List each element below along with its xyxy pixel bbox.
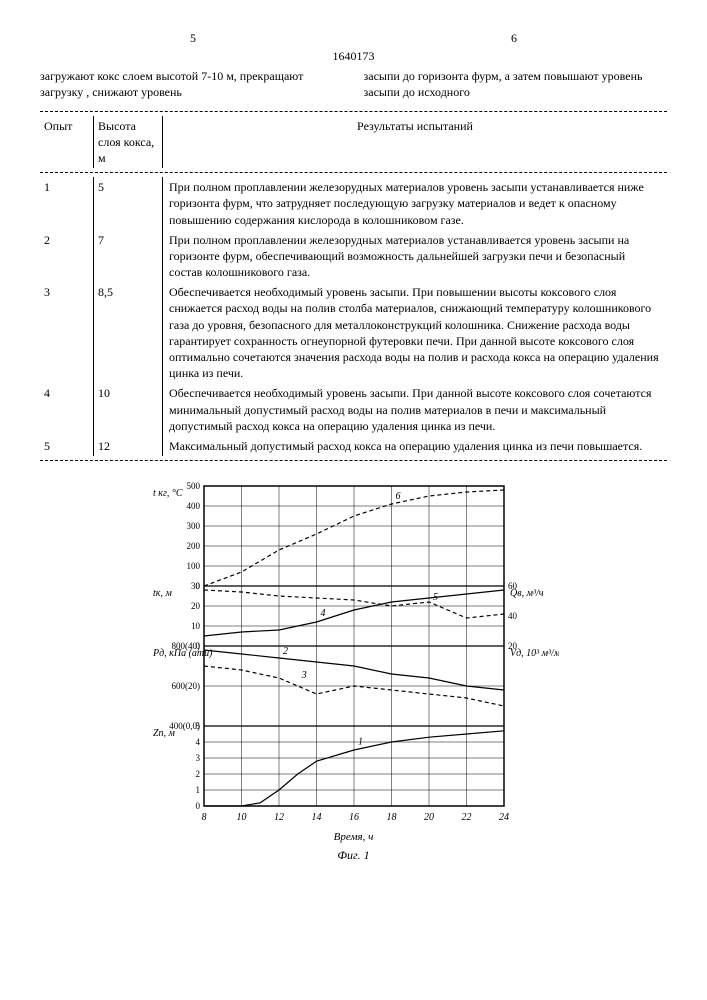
results-table-body: 15При полном проплавлении железорудных м… xyxy=(40,177,667,456)
cell-height: 12 xyxy=(94,436,163,456)
svg-text:1: 1 xyxy=(195,785,200,795)
svg-text:16: 16 xyxy=(349,812,359,823)
cell-experiment: 2 xyxy=(40,230,94,283)
cell-height: 8,5 xyxy=(94,282,163,383)
cell-height: 10 xyxy=(94,383,163,436)
table-header-rule xyxy=(40,172,667,173)
table-row: 410Обеспечивается необходимый уровень за… xyxy=(40,383,667,436)
cell-result: При полном проплавлении железорудных мат… xyxy=(163,177,668,230)
page-num-right: 6 xyxy=(511,30,517,46)
svg-text:100: 100 xyxy=(186,561,200,571)
svg-text:18: 18 xyxy=(386,812,396,823)
svg-text:20: 20 xyxy=(424,812,434,823)
col-header-height: Высота слоя кокса, м xyxy=(94,116,163,169)
cell-experiment: 3 xyxy=(40,282,94,383)
page-num-left: 5 xyxy=(190,30,196,46)
table-row: 15При полном проплавлении железорудных м… xyxy=(40,177,667,230)
intro-right: засыпи до горизонта фурм, а затем повыша… xyxy=(364,68,668,100)
svg-text:10: 10 xyxy=(236,812,246,823)
svg-text:5: 5 xyxy=(195,721,200,731)
intro-columns: загружают кокс слоем высотой 7-10 м, пре… xyxy=(40,68,667,100)
table-row: 38,5Обеспечивается необходимый уровень з… xyxy=(40,282,667,383)
col-header-results: Результаты испытаний xyxy=(163,116,668,169)
svg-text:30: 30 xyxy=(191,581,201,591)
svg-text:Pд, кПа (ати): Pд, кПа (ати) xyxy=(152,648,213,659)
svg-text:3: 3 xyxy=(300,670,306,681)
chart-container: 810121416182022240100200300400500t кг, °… xyxy=(40,481,667,863)
svg-text:Vд, 10³ м³/мин: Vд, 10³ м³/мин xyxy=(510,648,559,659)
x-axis-label: Время, ч xyxy=(40,830,667,845)
svg-text:2: 2 xyxy=(283,646,288,657)
svg-text:22: 22 xyxy=(461,812,471,823)
svg-text:200: 200 xyxy=(186,541,200,551)
cell-result: Обеспечивается необходимый уровень засып… xyxy=(163,383,668,436)
svg-text:300: 300 xyxy=(186,521,200,531)
cell-experiment: 4 xyxy=(40,383,94,436)
page-numbers: 5 6 xyxy=(40,30,667,48)
cell-experiment: 5 xyxy=(40,436,94,456)
intro-left: загружают кокс слоем высотой 7-10 м, пре… xyxy=(40,68,344,100)
col-header-experiment: Опыт xyxy=(40,116,94,169)
document-number: 1640173 xyxy=(40,48,667,64)
svg-text:600(20): 600(20) xyxy=(171,681,200,691)
svg-text:60: 60 xyxy=(508,581,518,591)
svg-text:3: 3 xyxy=(195,753,200,763)
svg-text:400: 400 xyxy=(186,501,200,511)
results-table: Опыт Высота слоя кокса, м Результаты исп… xyxy=(40,116,667,169)
svg-text:20: 20 xyxy=(191,601,201,611)
table-row: 512Максимальный допустимый расход кокса … xyxy=(40,436,667,456)
table-top-rule xyxy=(40,111,667,112)
svg-text:0: 0 xyxy=(195,801,200,811)
figure-label: Фиг. 1 xyxy=(40,847,667,863)
svg-text:24: 24 xyxy=(499,812,509,823)
svg-text:500: 500 xyxy=(186,481,200,491)
svg-text:14: 14 xyxy=(311,812,321,823)
cell-height: 5 xyxy=(94,177,163,230)
cell-result: При полном проплавлении железорудных мат… xyxy=(163,230,668,283)
table-bottom-rule xyxy=(40,460,667,461)
cell-result: Обеспечивается необходимый уровень засып… xyxy=(163,282,668,383)
svg-text:2: 2 xyxy=(195,769,200,779)
svg-text:5: 5 xyxy=(433,592,438,603)
cell-experiment: 1 xyxy=(40,177,94,230)
svg-text:4: 4 xyxy=(320,608,325,619)
cell-height: 7 xyxy=(94,230,163,283)
svg-text:1: 1 xyxy=(358,737,363,748)
cell-result: Максимальный допустимый расход кокса на … xyxy=(163,436,668,456)
svg-text:t кг, °C: t кг, °C xyxy=(153,488,183,499)
svg-text:Zп, м: Zп, м xyxy=(153,728,176,739)
svg-text:4: 4 xyxy=(195,737,200,747)
table-row: 27При полном проплавлении железорудных м… xyxy=(40,230,667,283)
svg-text:8: 8 xyxy=(201,812,206,823)
svg-text:12: 12 xyxy=(274,812,284,823)
svg-text:tк, м: tк, м xyxy=(153,588,172,599)
svg-text:40: 40 xyxy=(508,611,518,621)
figure-1-chart: 810121416182022240100200300400500t кг, °… xyxy=(149,481,559,826)
svg-text:10: 10 xyxy=(191,621,201,631)
svg-text:6: 6 xyxy=(395,491,400,502)
